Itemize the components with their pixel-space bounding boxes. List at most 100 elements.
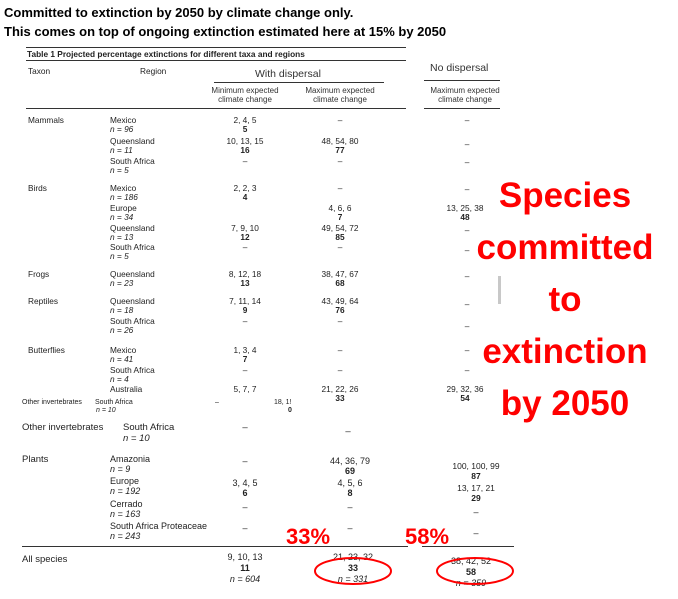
- nd-value: 29: [471, 493, 481, 503]
- taxon-all-species: All species: [22, 554, 68, 565]
- nd-range: –: [473, 507, 479, 517]
- col-min-change: Minimum expected climate change: [211, 86, 279, 104]
- max-value-fragment: 0: [288, 407, 292, 414]
- table-title: Table 1 Projected percentage extinctions…: [27, 49, 305, 59]
- max-range: 44, 36, 79: [329, 456, 371, 466]
- col-no-dispersal: No dispersal: [430, 62, 489, 74]
- table-rule-title: [26, 60, 406, 61]
- region-n: n = 23: [110, 278, 134, 288]
- callout-species-committed: Species committed to extinction by 2050: [455, 170, 675, 430]
- pct-with-dispersal: 33%: [286, 524, 331, 549]
- region-name: Europe: [110, 203, 137, 213]
- region-name: Mexico: [110, 115, 137, 125]
- region-name: Queensland: [110, 296, 155, 306]
- nd-range: 29, 32, 36: [446, 384, 484, 394]
- region-name: South Africa: [123, 422, 175, 433]
- column-edge-mark: [498, 276, 501, 304]
- taxon-reptiles: Reptiles: [28, 296, 58, 306]
- max-range-fragment: 18, 1!: [274, 399, 292, 406]
- region-name: Queensland: [110, 269, 155, 279]
- region-n: n = 34: [110, 212, 134, 222]
- ellipse-no-dispersal: [436, 557, 514, 585]
- region-n: n = 4: [110, 374, 129, 384]
- all-max-range: 21, 23, 32: [332, 552, 374, 562]
- region-name: Cerrado: [110, 499, 143, 509]
- taxon-plants: Plants: [22, 454, 49, 465]
- table-rule-top: [26, 47, 406, 48]
- nd-value: 48: [460, 212, 470, 222]
- nd-range: –: [464, 321, 470, 331]
- min-range: –: [242, 456, 248, 466]
- min-range: 8, 12, 18: [228, 269, 262, 279]
- all-min-value: 11: [240, 563, 250, 573]
- nd-range: –: [464, 225, 470, 235]
- max-range: 38, 47, 67: [321, 269, 359, 279]
- region-name: South Africa Proteaceae: [110, 521, 208, 531]
- min-value: 7: [242, 354, 248, 364]
- max-value: 85: [335, 232, 345, 242]
- region-n: n = 5: [110, 251, 129, 261]
- pct-no-dispersal: 58%: [405, 524, 450, 549]
- min-value: 9: [242, 305, 248, 315]
- min-value: 4: [242, 192, 248, 202]
- max-value: 76: [335, 305, 345, 315]
- nd-range: –: [464, 184, 470, 194]
- max-value: 7: [337, 212, 343, 222]
- heading-line-2: This comes on top of ongoing extinction …: [4, 24, 447, 39]
- col-max-change: Maximum expected climate change: [305, 86, 375, 104]
- max-range: –: [337, 316, 343, 326]
- min-range: 7, 11, 14: [229, 296, 261, 306]
- taxon-other-invertebrates: Other invertebrates: [22, 422, 104, 433]
- table-rule-allspecies-nd: [422, 546, 514, 547]
- taxon-other-inv-small: Other invertebrates: [22, 399, 82, 406]
- max-value: 8: [347, 488, 353, 498]
- min-range: –: [242, 242, 248, 252]
- all-max-n: n = 331: [337, 574, 369, 584]
- max-range: 21, 22, 26: [321, 384, 359, 394]
- all-min-range: 9, 10, 13: [227, 552, 263, 562]
- table-rule-dispersal: [214, 82, 384, 83]
- nd-range: 13, 25, 38: [446, 203, 484, 213]
- min-range: –: [242, 156, 248, 166]
- region-name: South Africa: [110, 365, 155, 375]
- max-range: 4, 6, 6: [328, 203, 352, 213]
- region-n: n = 26: [110, 325, 134, 335]
- max-range: –: [345, 426, 351, 437]
- min-range: –: [215, 399, 219, 406]
- min-range: –: [242, 523, 248, 533]
- min-range: 5, 7, 7: [233, 384, 257, 394]
- nd-range: –: [464, 299, 470, 309]
- max-range: –: [337, 345, 343, 355]
- nd-range: –: [464, 115, 470, 125]
- region-n: n = 10: [96, 407, 116, 414]
- region-n: n = 243: [110, 531, 141, 541]
- min-value: 12: [240, 232, 250, 242]
- min-value: 5: [242, 124, 248, 134]
- region-name: South Africa: [110, 316, 155, 326]
- max-range: –: [347, 502, 353, 512]
- taxon-birds: Birds: [28, 183, 47, 193]
- max-range: –: [337, 365, 343, 375]
- max-range: –: [337, 115, 343, 125]
- region-name: South Africa: [110, 156, 155, 166]
- min-range: 2, 2, 3: [233, 183, 257, 193]
- col-with-dispersal: With dispersal: [255, 68, 321, 80]
- min-range: 1, 3, 4: [233, 345, 257, 355]
- max-value: 69: [344, 466, 355, 476]
- region-name: South Africa: [95, 399, 133, 406]
- callout-line: by 2050: [500, 384, 630, 423]
- region-name: Amazonia: [110, 454, 151, 464]
- min-range: –: [242, 365, 248, 375]
- region-n: n = 186: [110, 192, 138, 202]
- min-range: –: [242, 422, 248, 433]
- region-name: South Africa: [110, 242, 155, 252]
- max-range: 43, 49, 64: [321, 296, 359, 306]
- nd-range: –: [464, 365, 470, 375]
- max-range: –: [337, 156, 343, 166]
- all-nd-value: 58: [465, 567, 476, 577]
- region-n: n = 5: [110, 165, 129, 175]
- callout-line: committed: [476, 228, 654, 267]
- region-n: n = 13: [110, 232, 134, 242]
- max-value: 77: [335, 145, 345, 155]
